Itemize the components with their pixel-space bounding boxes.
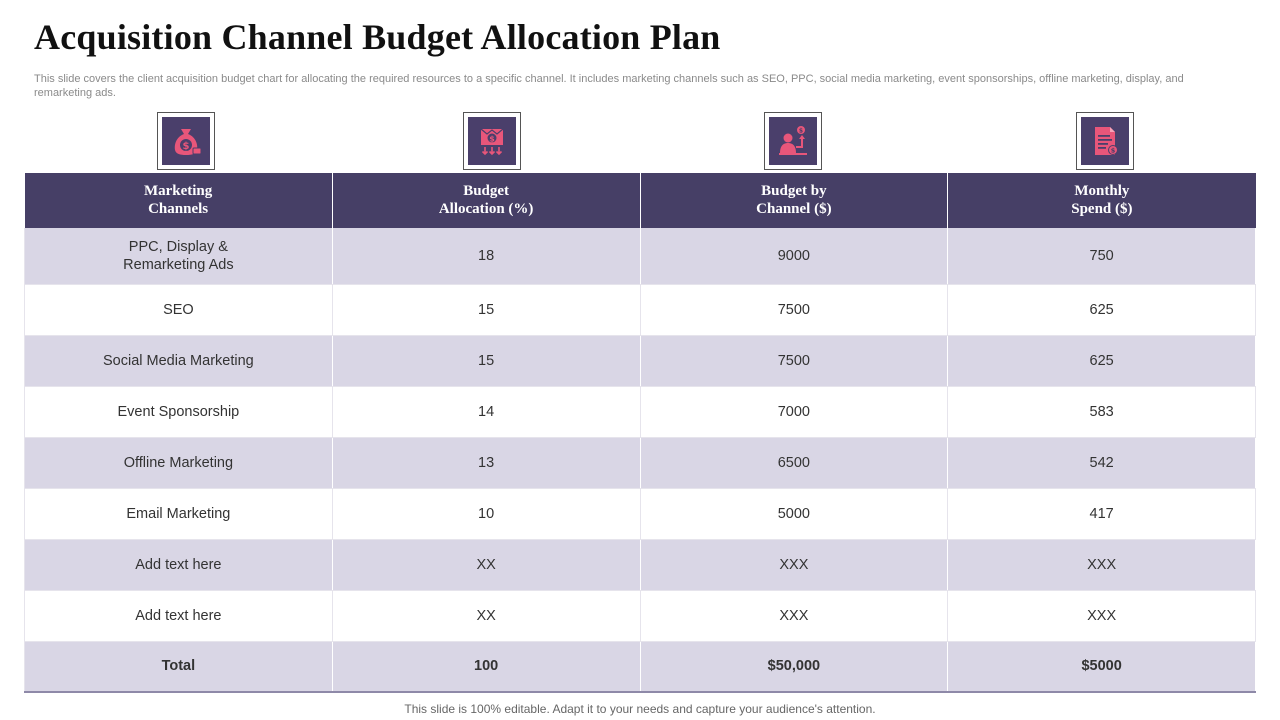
svg-text:$: $ [183,141,190,152]
monthly-spend-cell: 583 [947,386,1256,438]
invoice-icon: $ [1076,112,1134,170]
channel-cell: Event Sponsorship [24,386,333,438]
monthly-spend-cell: 625 [947,284,1256,336]
allocation-cell: XX [332,590,641,642]
allocation-cell: 15 [332,284,641,336]
table-row: SEO 15 7500 625 [24,284,1256,336]
allocation-cell: XX [332,539,641,591]
monthly-spend-cell: 750 [947,228,1256,285]
svg-text:$: $ [489,135,495,144]
budget-allocation-icon: $ [463,112,521,170]
table-row: Event Sponsorship 14 7000 583 [24,386,1256,438]
monthly-spend-cell: 417 [947,488,1256,540]
total-row: Total 100 $50,000 $5000 [24,641,1256,693]
investor-growth-icon: $ [764,112,822,170]
channel-cell: Social Media Marketing [24,335,333,387]
table-row: Email Marketing 10 5000 417 [24,488,1256,540]
budget-cell: XXX [640,539,949,591]
money-bag-icon: $ [157,112,215,170]
allocation-cell: 13 [332,437,641,489]
channel-cell: Add text here [24,539,333,591]
budget-cell: 7500 [640,335,949,387]
allocation-cell: 10 [332,488,641,540]
table-row: PPC, Display & Remarketing Ads 18 9000 7… [24,228,1256,285]
header-budget-by-channel: Budget by Channel ($) [640,173,949,228]
page-subtitle: This slide covers the client acquisition… [34,73,1184,99]
allocation-cell: 15 [332,335,641,387]
channel-cell: PPC, Display & Remarketing Ads [24,228,333,285]
allocation-cell: 14 [332,386,641,438]
total-monthly-spend: $5000 [947,641,1256,693]
table-row: Offline Marketing 13 6500 542 [24,437,1256,489]
allocation-cell: 18 [332,228,641,285]
monthly-spend-cell: XXX [947,590,1256,642]
total-allocation: 100 [332,641,641,693]
budget-cell: 7500 [640,284,949,336]
budget-cell: XXX [640,590,949,642]
budget-cell: 5000 [640,488,949,540]
header-monthly-spend: Monthly Spend ($) [947,173,1256,228]
channel-cell: SEO [24,284,333,336]
svg-text:$: $ [799,128,803,135]
channel-cell: Email Marketing [24,488,333,540]
total-budget: $50,000 [640,641,949,693]
monthly-spend-cell: XXX [947,539,1256,591]
total-label: Total [24,641,333,693]
header-budget-allocation: Budget Allocation (%) [332,173,641,228]
budget-cell: 6500 [640,437,949,489]
svg-text:$: $ [1111,147,1116,155]
table-row: Social Media Marketing 15 7500 625 [24,335,1256,387]
monthly-spend-cell: 542 [947,437,1256,489]
monthly-spend-cell: 625 [947,335,1256,387]
channel-cell: Offline Marketing [24,437,333,489]
header-marketing-channels: Marketing Channels [24,173,333,228]
page-title: Acquisition Channel Budget Allocation Pl… [34,17,721,57]
budget-cell: 7000 [640,386,949,438]
footer-note: This slide is 100% editable. Adapt it to… [404,702,876,716]
table-row: Add text here XX XXX XXX [24,539,1256,591]
table-row: Add text here XX XXX XXX [24,590,1256,642]
channel-cell: Add text here [24,590,333,642]
budget-table: Marketing Channels Budget Allocation (%)… [24,173,1256,693]
table-header-row: Marketing Channels Budget Allocation (%)… [24,173,1256,228]
budget-cell: 9000 [640,228,949,285]
